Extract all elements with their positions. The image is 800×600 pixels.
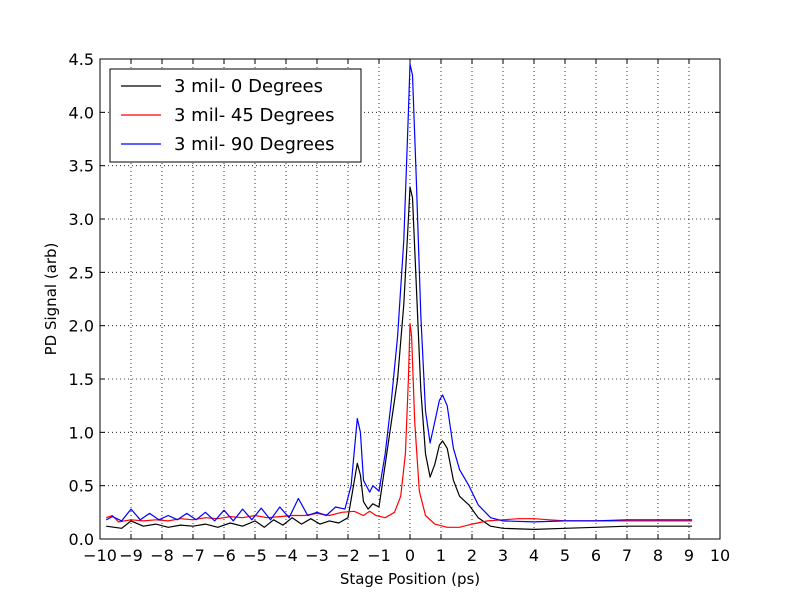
x-tick-label: −8 <box>150 546 174 565</box>
x-tick-label: 6 <box>591 546 601 565</box>
x-tick-label: 4 <box>529 546 539 565</box>
series-line-0 <box>106 186 693 530</box>
x-tick-label: 3 <box>498 546 508 565</box>
y-tick-label: 1.0 <box>69 423 94 442</box>
x-tick-label: 5 <box>560 546 570 565</box>
x-tick-label: −9 <box>119 546 143 565</box>
legend-label-2: 3 mil- 90 Degrees <box>174 134 334 155</box>
y-axis-label: PD Signal (arb) <box>42 243 60 356</box>
y-tick-label: 3.5 <box>69 157 94 176</box>
legend-label-1: 3 mil- 45 Degrees <box>174 105 334 126</box>
y-tick-label: 2.0 <box>69 317 94 336</box>
series-line-2 <box>105 63 693 523</box>
y-tick-label: 4.5 <box>69 50 94 69</box>
x-tick-label: −2 <box>336 546 360 565</box>
x-tick-label: −10 <box>83 546 117 565</box>
x-tick-label: 1 <box>436 546 446 565</box>
axis-ticks: −10 −9 −8 −7 −6 −5 −4 −3 −2 −1 0 1 2 3 4 5 6 7 8 9 100.00.51… <box>69 50 731 565</box>
x-tick-label: −4 <box>274 546 298 565</box>
x-tick-label: 9 <box>684 546 694 565</box>
x-tick-label: 2 <box>467 546 477 565</box>
x-tick-label: −6 <box>212 546 236 565</box>
x-tick-label: 10 <box>710 546 730 565</box>
series-group <box>105 63 693 530</box>
legend: 3 mil- 0 Degrees 3 mil- 45 Degrees 3 mil- … <box>109 68 362 163</box>
x-tick-label: −1 <box>367 546 391 565</box>
series-line-1 <box>105 322 693 528</box>
x-tick-label: −5 <box>243 546 267 565</box>
y-tick-label: 0.0 <box>69 530 94 549</box>
y-tick-label: 0.5 <box>69 477 94 496</box>
x-tick-label: 8 <box>653 546 663 565</box>
y-tick-label: 1.5 <box>69 370 94 389</box>
x-tick-label: −3 <box>305 546 329 565</box>
legend-label-0: 3 mil- 0 Degrees <box>174 76 323 97</box>
y-tick-label: 4.0 <box>69 103 94 122</box>
x-tick-label: 7 <box>622 546 632 565</box>
x-tick-label: 0 <box>405 546 415 565</box>
y-tick-label: 2.5 <box>69 263 94 282</box>
x-tick-label: −7 <box>181 546 205 565</box>
x-axis-label: Stage Position (ps) <box>340 570 480 588</box>
y-tick-label: 3.0 <box>69 210 94 229</box>
